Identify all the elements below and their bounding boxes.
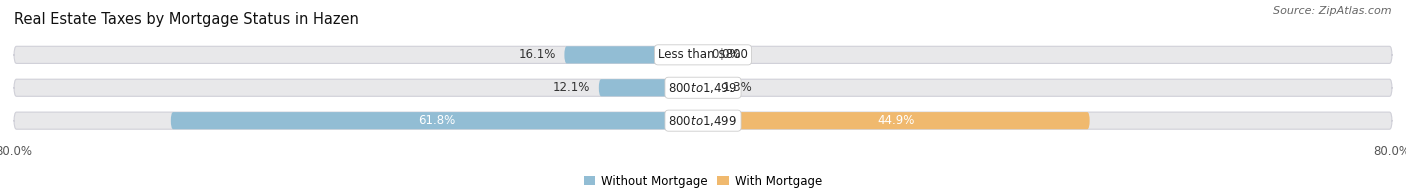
Text: Less than $800: Less than $800	[658, 48, 748, 61]
Text: $800 to $1,499: $800 to $1,499	[668, 81, 738, 95]
Legend: Without Mortgage, With Mortgage: Without Mortgage, With Mortgage	[579, 170, 827, 192]
FancyBboxPatch shape	[703, 79, 714, 96]
FancyBboxPatch shape	[170, 112, 703, 129]
FancyBboxPatch shape	[14, 112, 1392, 129]
Text: Real Estate Taxes by Mortgage Status in Hazen: Real Estate Taxes by Mortgage Status in …	[14, 12, 359, 27]
FancyBboxPatch shape	[564, 46, 703, 63]
Text: 12.1%: 12.1%	[553, 81, 591, 94]
FancyBboxPatch shape	[703, 112, 1090, 129]
FancyBboxPatch shape	[14, 79, 1392, 96]
FancyBboxPatch shape	[14, 46, 1392, 63]
Text: 1.3%: 1.3%	[723, 81, 752, 94]
Text: $800 to $1,499: $800 to $1,499	[668, 114, 738, 128]
Text: 61.8%: 61.8%	[418, 114, 456, 127]
Text: 16.1%: 16.1%	[519, 48, 555, 61]
Text: 0.0%: 0.0%	[711, 48, 741, 61]
Text: 44.9%: 44.9%	[877, 114, 915, 127]
FancyBboxPatch shape	[599, 79, 703, 96]
Text: Source: ZipAtlas.com: Source: ZipAtlas.com	[1274, 6, 1392, 16]
